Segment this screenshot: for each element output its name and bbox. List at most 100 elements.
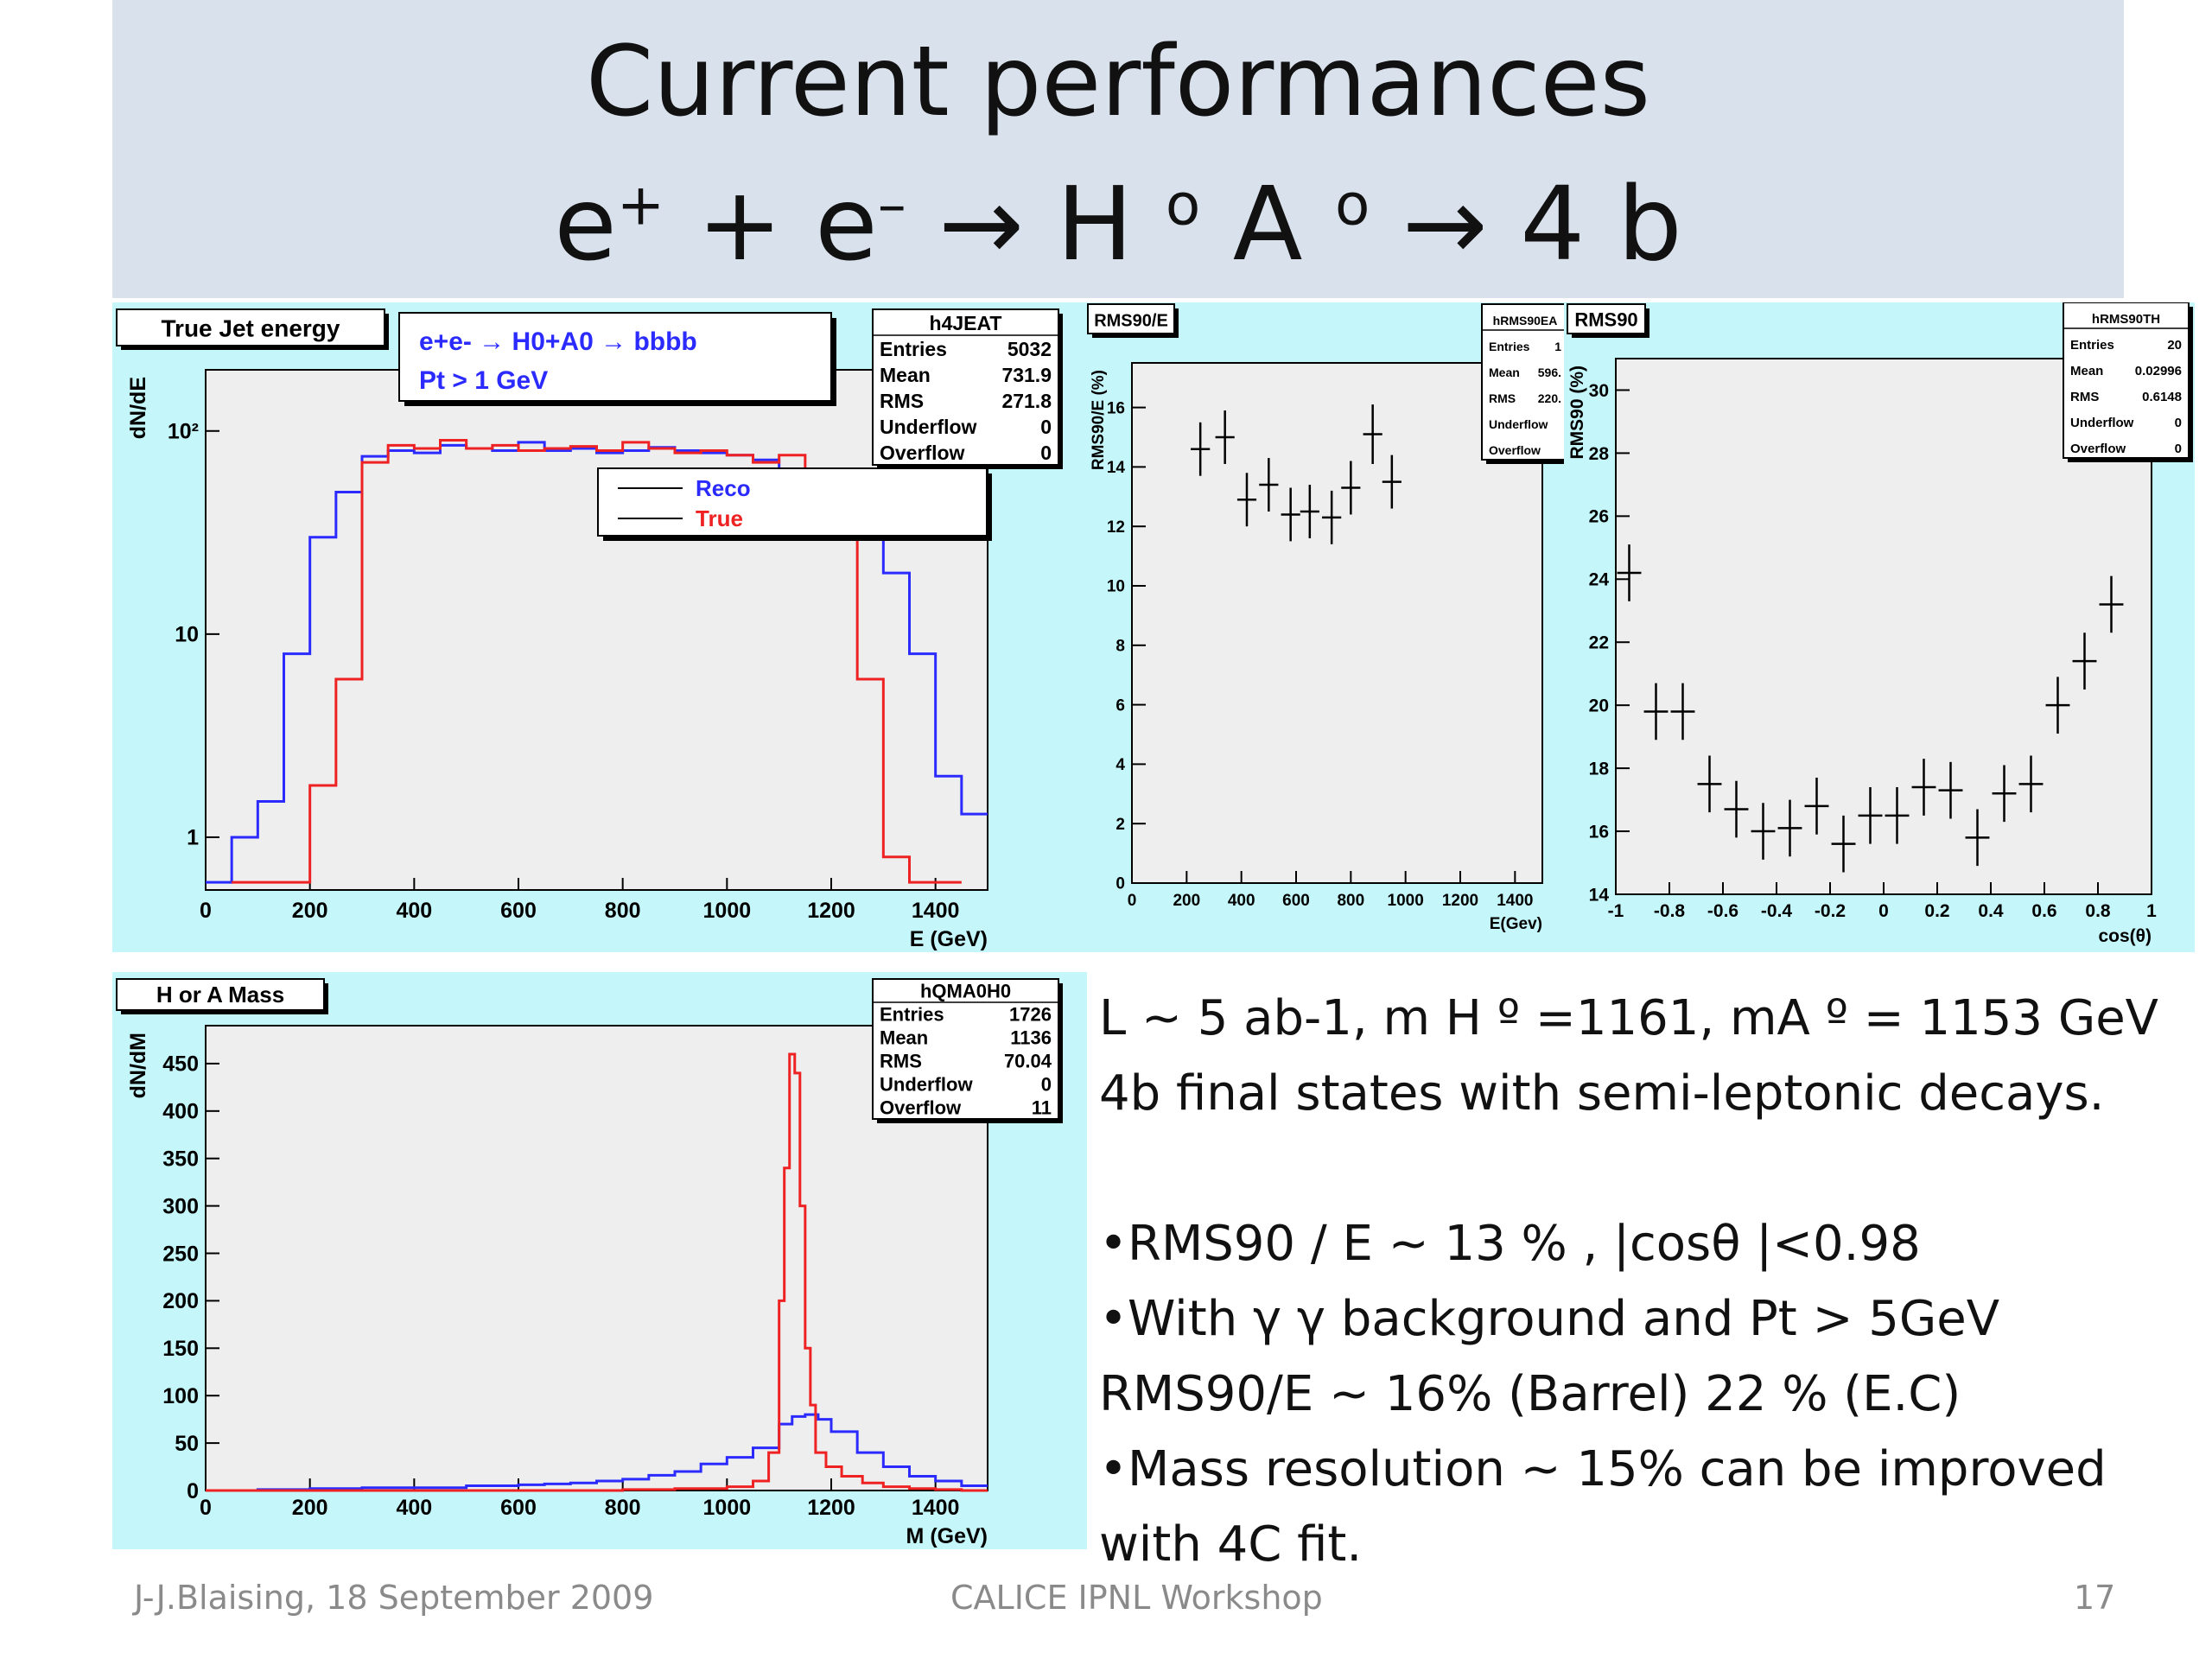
text-line: RMS90/E ~ 16% (Barrel) 22 % (E.C) [1099,1366,1961,1422]
y-tick-label: 200 [162,1289,199,1313]
stats-value: 731.9 [1001,364,1052,386]
y-tick-label: 450 [162,1052,199,1077]
y-tick-label: 150 [162,1337,199,1361]
stats-value: 0 [1040,442,1052,464]
x-tick-label: 200 [292,1496,328,1520]
y-tick-label: 12 [1107,518,1125,537]
stats-value: 11 [1032,1097,1052,1119]
label-box-line: e+e- → H0+A0 → bbbb [419,327,697,356]
stats-value: 0.02996 [2135,364,2182,378]
text-line: with 4C fit. [1099,1516,1363,1573]
series-line-reco [206,1413,988,1492]
x-tick-label: -0.6 [1707,901,1738,921]
stats-key: Overflow [880,442,965,464]
y-tick-label: 6 [1116,696,1125,715]
y-tick-label: 250 [162,1242,199,1266]
footer-page-number: 17 [2074,1579,2116,1617]
y-tick-label: 350 [162,1147,199,1171]
y-tick-label: 30 [1589,381,1609,401]
rms90-cos-panel: -1 -0.8 -0.6 -0.4 -0.2 0 0.2 0.4 0.6 0.8 1 14 16 18 20… [1564,302,2195,952]
y-axis-label: RMS90/E (%) [1090,370,1108,470]
y-tick-label: 100 [162,1384,199,1408]
x-tick-label: 0 [1878,901,1889,921]
label-box [398,312,832,402]
stats-key: Underflow [1489,417,1548,431]
y-tick-label: 18 [1589,759,1610,779]
label-box-line: Pt > 1 GeV [419,366,548,395]
stats-name: h4JEAT [930,312,1002,334]
y-tick-label: 1 [187,826,199,850]
x-tick-label: 0 [200,899,212,923]
x-tick-label: 200 [1173,892,1200,910]
x-tick-label: 1200 [807,899,855,923]
y-tick-label: 20 [1589,696,1609,716]
stats-key: Entries [1489,340,1530,353]
x-tick-label: 0 [1128,892,1137,910]
y-tick-label: 8 [1116,637,1125,655]
y-axis-label: dN/dM [126,1033,150,1098]
title-tag [116,308,385,346]
y-tick-label: 14 [1107,459,1126,477]
stats-name: hRMS90EA [1493,314,1558,327]
title-tag [1087,303,1175,334]
y-axis-label: dN/dE [126,377,150,439]
x-tick-label: 0.6 [2031,901,2056,921]
footer-author: J-J.Blaising, 18 September 2009 [134,1579,654,1617]
x-tick-label: 0.4 [1978,901,2004,921]
x-axis-label: E (GeV) [910,927,988,951]
x-tick-label: 800 [605,1496,641,1520]
stats-value: 0 [2175,442,2182,456]
x-tick-label: 1000 [703,1496,752,1520]
rms90-cos-chart: -1 -0.8 -0.6 -0.4 -0.2 0 0.2 0.4 0.6 0.8 1 14 16 18 20… [1567,302,2193,946]
x-tick-label: 1400 [912,899,960,923]
rms90-energy-chart: 0 200 400 600 800 1000 1200 1400 0 2 4 6 8 10 12 14 16 E(… [1087,303,1564,933]
footer-event: CALICE IPNL Workshop [950,1579,1323,1617]
x-tick-label: 1200 [1442,892,1478,910]
x-tick-label: 1400 [1497,892,1533,910]
stats-value: 0 [1041,1074,1052,1096]
stats-value: 0.6148 [2142,390,2182,404]
stats-key: Underflow [880,1074,973,1096]
stats-value: 5032 [1007,338,1052,360]
summary-text: L ~ 5 ab-1, m H º =1161, mA º = 1153 GeV… [1099,981,2196,1582]
y-tick-label: 300 [162,1194,199,1218]
title-tag [1567,303,1646,334]
y-tick-label: 22 [1589,633,1609,653]
stats-value: 1726 [1009,1004,1052,1026]
stats-key: Mean [880,1027,928,1049]
x-axis-label: E(Gev) [1490,915,1542,933]
x-tick-label: 800 [1337,892,1364,910]
y-axis-label: RMS90 (%) [1567,365,1587,460]
stats-value: 271.8 [1001,390,1052,412]
text-line: •Mass resolution ~ 15% can be improved [1099,1441,2107,1497]
stats-name: hRMS90TH [2092,312,2160,327]
stats-key: Mean [1489,365,1520,379]
y-tick-label: 10 [175,623,199,647]
stats-key: Entries [880,1004,944,1026]
plot-frame [1131,362,1543,884]
legend-box [597,467,988,537]
y-tick-label: 16 [1589,822,1609,842]
stats-value: 20 [2167,338,2182,353]
text-line: •With γ γ background and Pt > 5GeV [1099,1291,2000,1347]
y-tick-label: 0 [1116,875,1125,893]
x-tick-label: 0 [200,1496,212,1520]
chart-title: True Jet energy [162,315,340,342]
chart-title: RMS90 [1574,309,1637,331]
y-tick-label: 0 [187,1479,199,1503]
y-tick-label: 400 [162,1100,199,1124]
mass-chart: 0 200 400 600 800 1000 1200 1400 0 50 100 150 200 250… [116,978,1063,1548]
x-tick-label: 1000 [1388,892,1424,910]
x-tick-label: 1200 [807,1496,855,1520]
stats-key: Underflow [2070,416,2134,430]
stats-key: Overflow [880,1097,962,1119]
x-tick-label: 1400 [912,1496,960,1520]
plot-frame [205,1025,988,1491]
y-tick-label: 14 [1589,885,1610,905]
jet-energy-chart: 0 200 400 600 800 1000 1200 1400 1 10 10² E (GeV) dN… [116,308,1063,951]
stats-key: Entries [880,338,947,360]
plot-frame [1615,358,2152,895]
stats-value: 220. [1538,391,1561,405]
stats-key: Mean [2070,364,2103,378]
x-tick-label: 1 [2146,901,2157,921]
